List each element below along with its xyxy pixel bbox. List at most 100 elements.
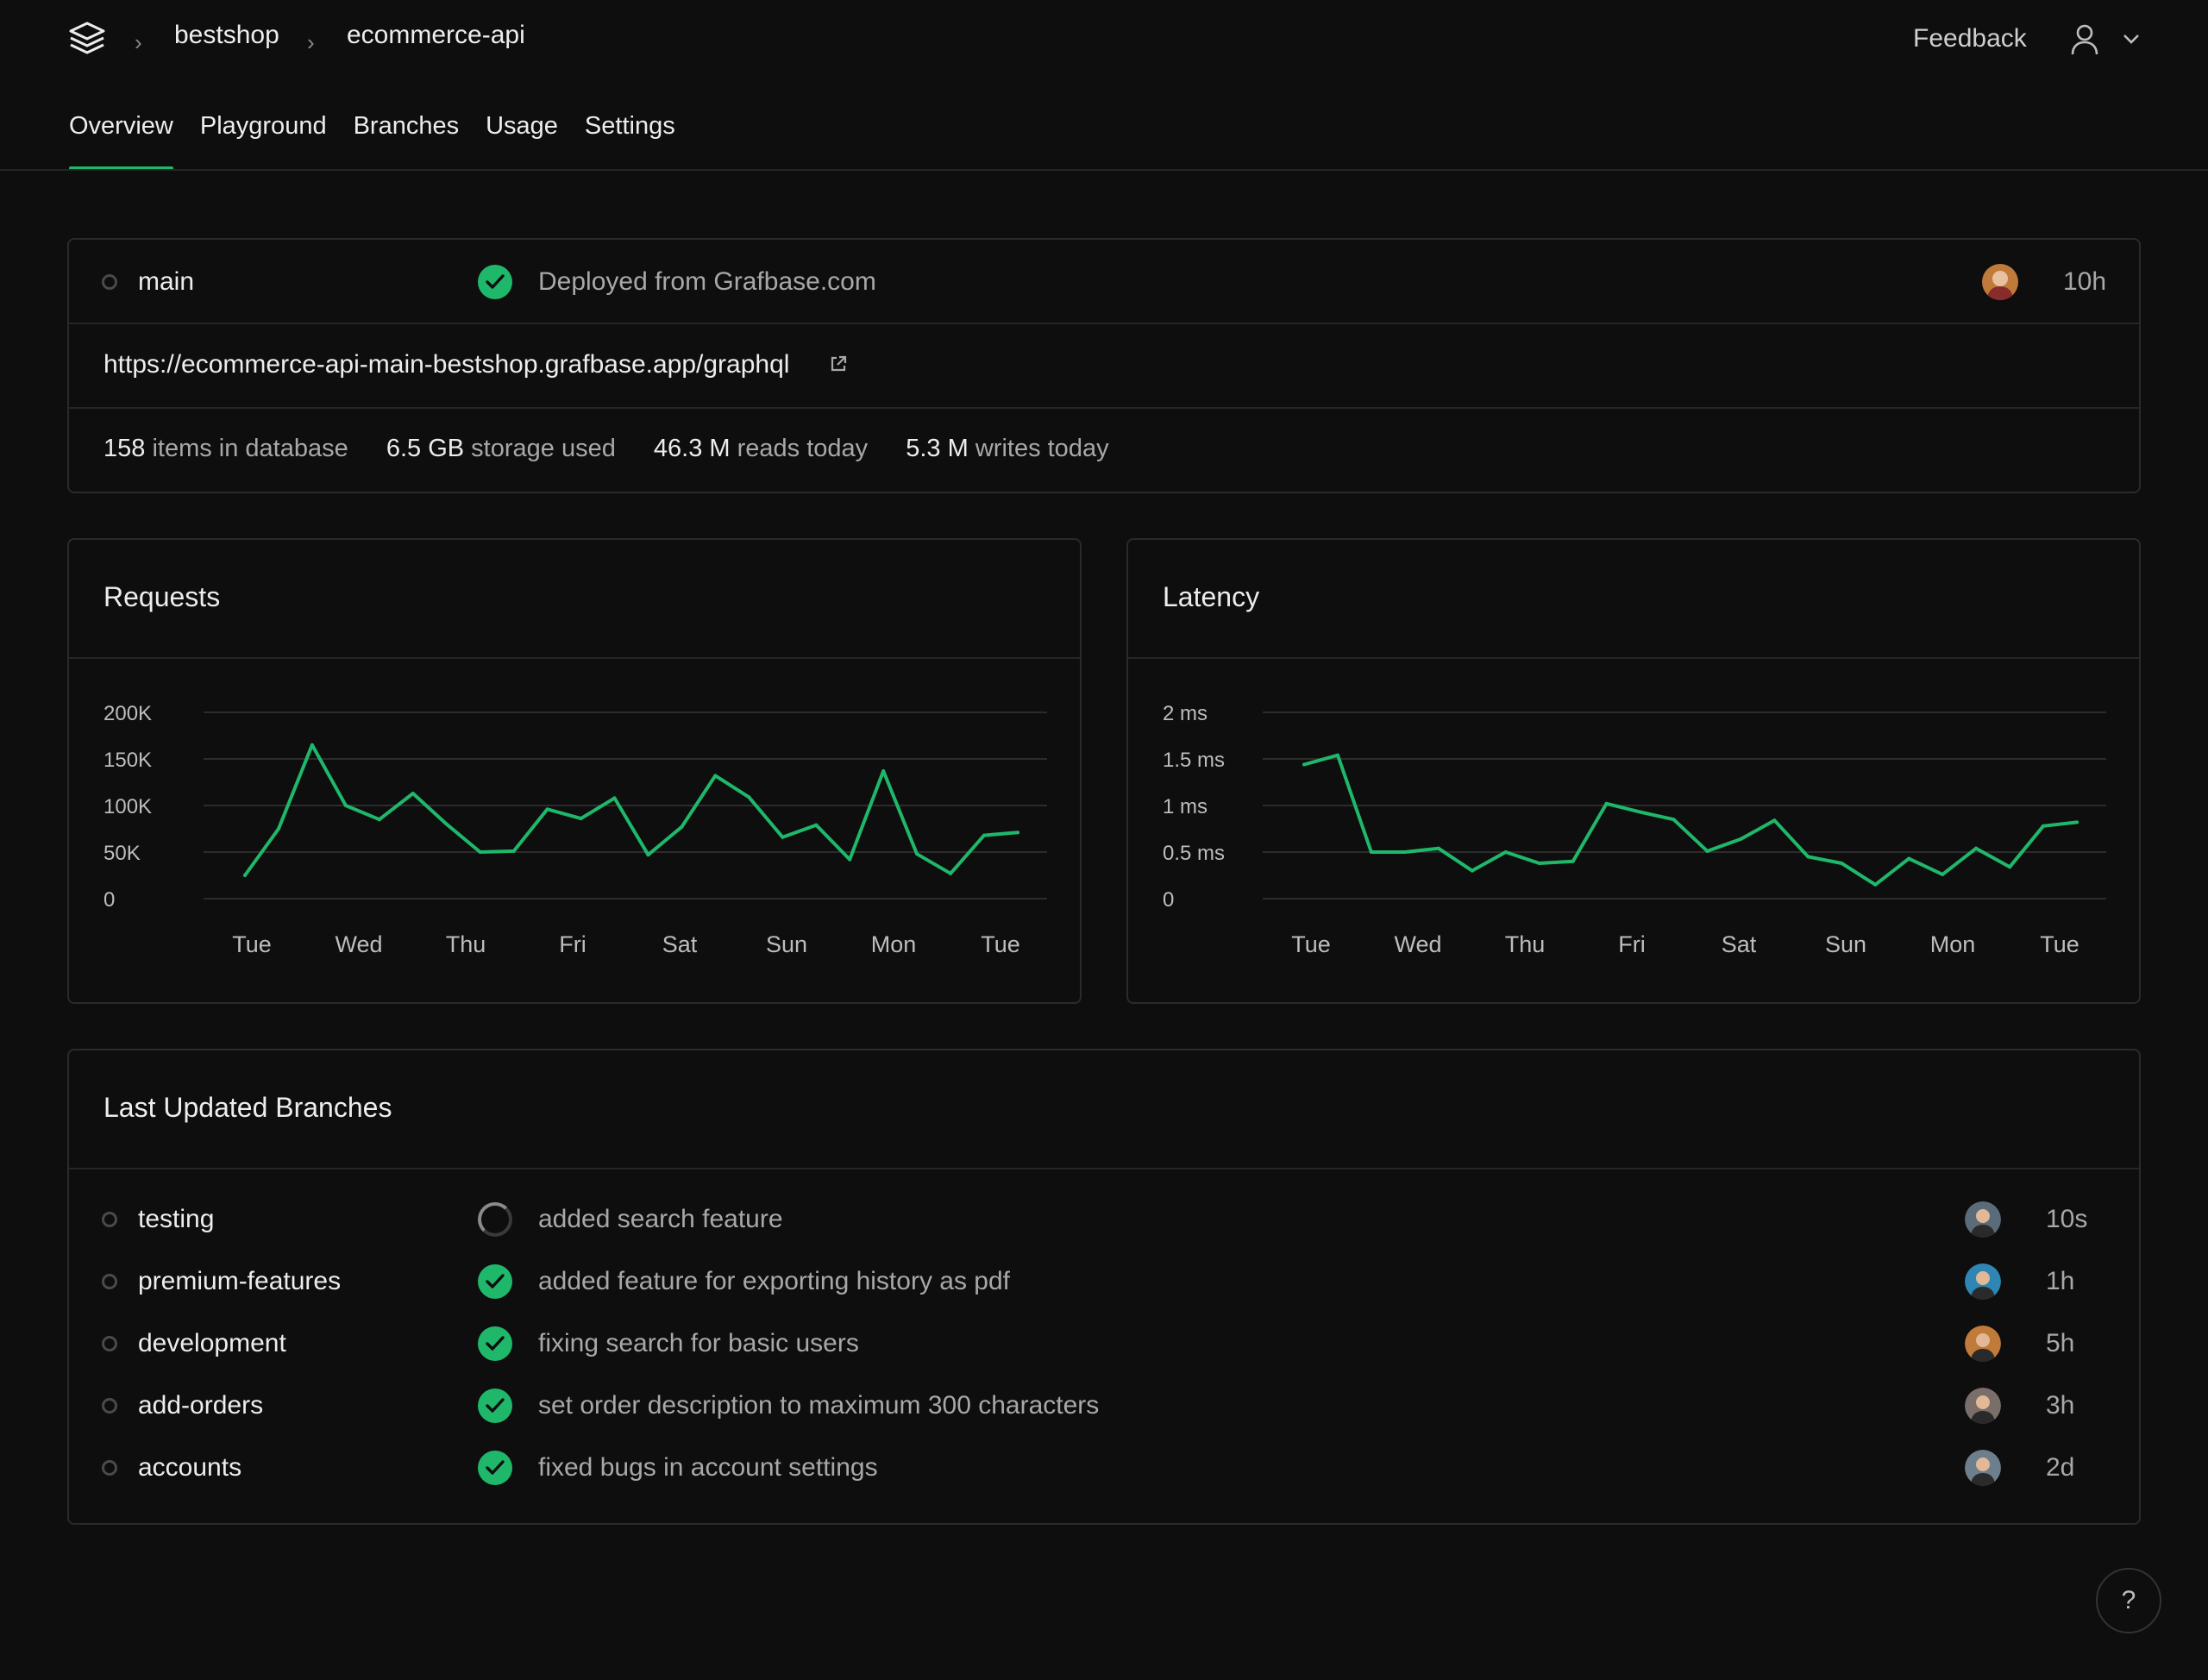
latency-data-point <box>1369 850 1373 854</box>
branch-status-dot <box>102 274 117 290</box>
branch-name[interactable]: development <box>138 1329 286 1357</box>
latency-x-tick-label: Sun <box>1825 931 1866 957</box>
requests-x-tick-label: Mon <box>871 931 917 957</box>
requests-data-point <box>377 818 381 822</box>
requests-data-point <box>747 795 751 799</box>
stat-writes-value: 5.3 M <box>906 435 969 462</box>
branch-age: 1h <box>2046 1267 2075 1295</box>
requests-y-tick-label: 100K <box>104 795 152 818</box>
latency-data-point <box>1772 818 1777 823</box>
requests-x-tick-label: Tue <box>232 931 272 957</box>
latency-data-point <box>1840 861 1844 865</box>
latency-y-tick-label: 0 <box>1163 888 1174 912</box>
latency-data-point <box>1470 868 1474 873</box>
stat-writes-label: writes today <box>975 435 1109 462</box>
chevron-right-icon: › <box>307 29 315 55</box>
avatar <box>1965 1201 2001 1238</box>
breadcrumb-project[interactable]: ecommerce-api <box>347 21 525 49</box>
latency-data-point <box>1335 753 1339 757</box>
divider <box>69 1168 2139 1169</box>
tab-overview[interactable]: Overview <box>69 109 173 171</box>
branch-row[interactable]: accounts fixed bugs in account settings … <box>69 1442 2139 1494</box>
branch-row[interactable]: add-orders set order description to maxi… <box>69 1380 2139 1432</box>
endpoint-url[interactable]: https://ecommerce-api-main-bestshop.graf… <box>104 350 790 379</box>
chevron-right-icon: › <box>135 29 142 55</box>
requests-data-point <box>814 823 819 827</box>
tab-playground[interactable]: Playground <box>199 112 327 140</box>
requests-data-point <box>579 817 583 821</box>
tab-settings[interactable]: Settings <box>584 112 675 140</box>
divider <box>69 407 2139 409</box>
latency-data-point <box>1806 855 1810 859</box>
branch-row[interactable]: premium-features added feature for expor… <box>69 1256 2139 1307</box>
branches-card: Last Updated Branches testing added sear… <box>67 1049 2141 1525</box>
avatar <box>1965 1263 2001 1300</box>
stat-storage-label: storage used <box>471 435 616 462</box>
latency-data-point <box>1873 882 1878 887</box>
branch-name[interactable]: add-orders <box>138 1391 264 1420</box>
requests-data-point <box>646 853 650 857</box>
tab-branches[interactable]: Branches <box>353 112 460 140</box>
latency-data-point <box>1638 810 1642 814</box>
requests-y-tick-label: 200K <box>104 702 152 725</box>
requests-x-tick-label: Tue <box>981 931 1020 957</box>
latency-x-tick-label: Mon <box>1930 931 1976 957</box>
latency-data-point <box>1402 850 1407 854</box>
help-button[interactable]: ? <box>2096 1568 2161 1633</box>
latency-y-tick-label: 1 ms <box>1163 795 1208 818</box>
check-circle-icon <box>478 1326 512 1361</box>
stat-items-label: items in database <box>152 435 348 462</box>
requests-data-point <box>881 769 886 774</box>
latency-data-point <box>1537 861 1541 865</box>
breadcrumb-org[interactable]: bestshop <box>174 21 279 49</box>
branch-name[interactable]: premium-features <box>138 1267 342 1295</box>
avatar <box>1965 1450 2001 1486</box>
requests-data-point <box>444 822 448 826</box>
deployment-age: 10h <box>2063 267 2107 296</box>
requests-y-tick-label: 0 <box>104 888 115 912</box>
chevron-down-icon[interactable] <box>2122 33 2141 45</box>
requests-y-tick-label: 50K <box>104 842 141 865</box>
branch-status-dot <box>102 1460 117 1476</box>
latency-chart: 2 ms 1.5 ms 1 ms 0.5 ms 0 Tue Wed Thu Fri Sat Sun M… <box>1163 702 2106 957</box>
requests-data-point <box>343 804 348 807</box>
requests-data-point <box>915 852 919 856</box>
tab-usage[interactable]: Usage <box>486 112 558 140</box>
grafbase-logo-icon[interactable] <box>67 21 107 57</box>
latency-data-point <box>1739 837 1743 841</box>
branch-age: 3h <box>2046 1391 2075 1420</box>
deployment-card: main Deployed from Grafbase.com 10h http… <box>67 238 2141 493</box>
branch-name[interactable]: testing <box>138 1205 215 1233</box>
commit-message: fixed bugs in account settings <box>538 1453 878 1482</box>
external-link-icon[interactable] <box>828 354 849 374</box>
latency-data-point <box>1436 846 1440 850</box>
user-icon[interactable] <box>2070 24 2099 55</box>
divider <box>1128 657 2139 659</box>
branch-age: 10s <box>2046 1205 2088 1233</box>
latency-data-point <box>1974 846 1979 850</box>
commit-message: added search feature <box>538 1205 783 1233</box>
requests-chart: 200K 150K 100K 50K 0 Tue Wed Thu Fri Sat Sun Mon Tue <box>104 702 1047 957</box>
latency-card: Latency 2 ms 1.5 ms 1 ms 0.5 ms 0 Tue Wed Thu Fr… <box>1126 538 2141 1004</box>
branch-row[interactable]: testing added search feature 10s <box>69 1194 2139 1245</box>
feedback-button[interactable]: Feedback <box>1913 24 2027 53</box>
latency-x-tick-label: Wed <box>1394 931 1441 957</box>
branch-row[interactable]: development fixing search for basic user… <box>69 1318 2139 1370</box>
branch-name[interactable]: main <box>138 267 195 296</box>
branch-name[interactable]: accounts <box>138 1453 242 1482</box>
requests-x-tick-label: Thu <box>446 931 486 957</box>
deployment-status-text: Deployed from Grafbase.com <box>538 267 876 296</box>
latency-y-tick-label: 1.5 ms <box>1163 749 1225 772</box>
stat-storage-value: 6.5 GB <box>386 435 465 462</box>
branch-status-dot <box>102 1212 117 1227</box>
spinner-icon <box>478 1202 512 1237</box>
branch-age: 5h <box>2046 1329 2075 1357</box>
check-circle-icon <box>478 1451 512 1485</box>
requests-data-point <box>545 807 549 812</box>
avatar <box>1965 1388 2001 1424</box>
requests-x-tick-label: Wed <box>335 931 382 957</box>
branch-status-dot <box>102 1336 117 1351</box>
requests-data-point <box>949 871 953 875</box>
stat-reads-label: reads today <box>737 435 869 462</box>
latency-y-tick-label: 2 ms <box>1163 702 1208 725</box>
